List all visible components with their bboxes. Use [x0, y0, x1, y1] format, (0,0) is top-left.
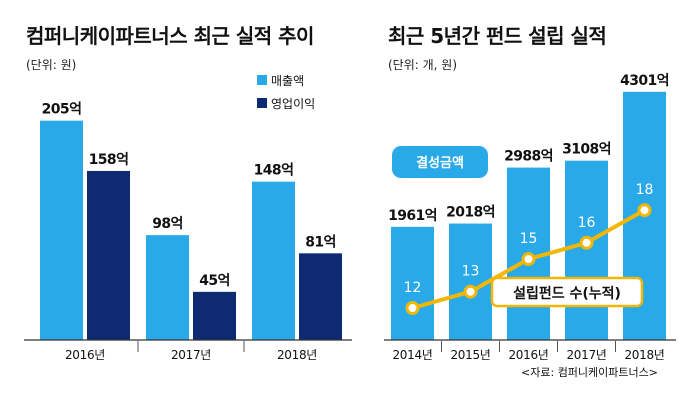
- value-label-fund-amount-2014년: 1961억: [388, 208, 437, 224]
- chart2-x-ticks: 2014년 2015년 2016년 2017년 2018년: [392, 341, 665, 362]
- value-label-fund-amount-2018년: 4301억: [620, 73, 669, 89]
- chart2-title: 최근 5년간 펀드 설립 실적: [388, 24, 606, 48]
- fund-count-label-2016년: 15: [520, 231, 538, 247]
- value-label-operating-profit-2016년: 158억: [89, 152, 129, 168]
- x-tick-2014년: 2014년: [392, 348, 432, 362]
- x-tick-2017년: 2017년: [566, 348, 606, 362]
- fund-count-label-2015년: 13: [462, 264, 480, 280]
- value-label-operating-profit-2018년: 81억: [305, 234, 336, 250]
- value-label-sales-2017년: 98억: [152, 216, 183, 232]
- chart1-unit: (단위: 원): [26, 58, 76, 72]
- chart1-bars: 205억 158억 98억 45억 148억 81억: [40, 102, 342, 341]
- fund-count-label-2014년: 12: [404, 280, 422, 296]
- value-label-sales-2018년: 148억: [254, 163, 294, 179]
- bar-fund-amount-2017년: [565, 160, 608, 340]
- fund-count-point-2016년: [521, 252, 536, 267]
- value-label-fund-amount-2016년: 2988억: [504, 149, 553, 165]
- legend-swatch-operating-profit: [257, 98, 267, 108]
- fund-count-label-2018년: 18: [636, 182, 654, 198]
- bar-sales-2017년: [146, 235, 189, 340]
- x-tick-2016년: 2016년: [65, 348, 105, 362]
- x-tick-2015년: 2015년: [450, 348, 490, 362]
- x-tick-2018년: 2018년: [624, 348, 664, 362]
- x-tick-2018년: 2018년: [277, 348, 317, 362]
- chart1-title: 컴퍼니케이파트너스 최근 실적 추이: [26, 24, 314, 48]
- legend-label-operating-profit: 영업이익: [271, 97, 315, 111]
- fund-count-label: 설립펀드 수(누적): [513, 285, 621, 302]
- bar-sales-2018년: [252, 181, 295, 340]
- fund-count-point-2014년: [405, 301, 420, 315]
- chart1-x-ticks: 2016년 2017년 2018년: [65, 341, 317, 362]
- value-label-operating-profit-2017년: 45억: [199, 273, 230, 289]
- chart2-line: 12 13 15 16 18: [404, 182, 654, 315]
- fund-count-point-2015년: [463, 284, 478, 299]
- source-note: <자료: 컴퍼니케이파트너스>: [521, 366, 658, 379]
- fund-amount-tag-bg: [392, 146, 488, 178]
- bar-operating-profit-2018년: [299, 253, 342, 340]
- bar-operating-profit-2017년: [193, 291, 236, 340]
- bar-sales-2016년: [40, 120, 83, 341]
- value-label-fund-amount-2017년: 3108억: [562, 142, 611, 158]
- bar-fund-amount-2014년: [391, 226, 434, 340]
- fund-count-point-2018년: [637, 203, 652, 218]
- chart2-unit: (단위: 개, 원): [388, 58, 457, 72]
- x-tick-2016년: 2016년: [508, 348, 548, 362]
- bar-operating-profit-2016년: [87, 170, 130, 340]
- value-label-fund-amount-2015년: 2018억: [446, 205, 495, 221]
- fund-count-label-box: 설립펀드 수(누적): [490, 276, 644, 308]
- fund-amount-tag-label: 결성금액: [416, 155, 464, 171]
- fund-count-label-border: [490, 276, 644, 308]
- fund-count-point-2017년: [579, 235, 594, 250]
- chart1-legend: 매출액 영업이익: [257, 74, 315, 111]
- fund-amount-tag: 결성금액: [392, 146, 488, 178]
- legend-swatch-sales: [257, 75, 267, 85]
- legend-label-sales: 매출액: [271, 74, 304, 88]
- value-label-sales-2016년: 205억: [42, 102, 82, 118]
- fund-count-label-2017년: 16: [578, 215, 596, 231]
- x-tick-2017년: 2017년: [171, 348, 211, 362]
